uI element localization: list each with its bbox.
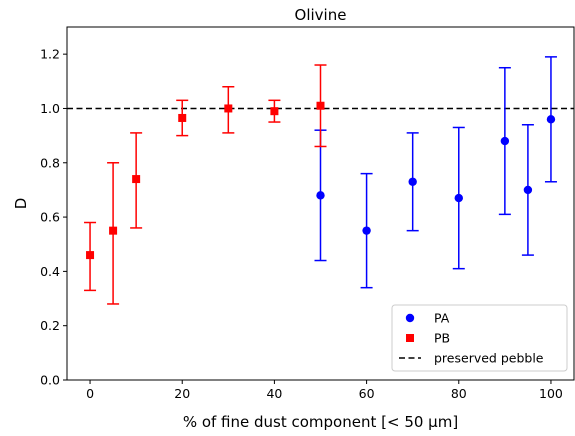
plot-frame — [66, 26, 575, 381]
pa-marker — [316, 191, 325, 200]
pb-point-group — [222, 85, 235, 134]
pa-marker — [500, 136, 510, 146]
y-tick-label: 1.0 — [40, 101, 60, 116]
pb-marker — [132, 175, 141, 184]
pb-point-group — [107, 162, 120, 305]
pb-point-group — [176, 99, 189, 137]
y-axis-label: D — [12, 198, 30, 210]
y-tick-label: 0.8 — [40, 155, 60, 170]
y-tick-label: 0.0 — [40, 373, 60, 388]
pb-marker — [316, 101, 325, 110]
pa-point-group — [314, 129, 327, 262]
series-layer — [84, 56, 557, 305]
pb-marker — [109, 226, 118, 235]
pa-marker — [408, 177, 417, 186]
pa-point-group — [406, 132, 419, 232]
ticks-layer: 0 20 40 60 80 100 0.0 0.2 0.4 0.6 0.8 1.0 1.2 — [40, 47, 563, 401]
y-tick-label: 1.2 — [40, 47, 60, 62]
pb-marker — [270, 107, 279, 116]
legend-entry-pb: PB — [434, 331, 450, 346]
pa-marker — [362, 226, 371, 235]
pa-marker — [454, 193, 463, 203]
x-tick-label: 0 — [86, 386, 94, 401]
legend-entry-preserved-pebble: preserved pebble — [434, 351, 544, 366]
pa-marker — [523, 185, 533, 195]
legend-box — [391, 304, 568, 372]
legend-entry-pa: PA — [434, 311, 450, 326]
legend-marker-pa — [405, 313, 415, 323]
legend-marker-pb — [406, 334, 414, 342]
pb-point-group — [268, 99, 281, 123]
pa-point-group — [521, 124, 534, 256]
x-tick-label: 80 — [451, 386, 467, 401]
legend: PA PB preserved pebble — [391, 304, 568, 372]
chart-title: Olivine — [295, 6, 347, 24]
y-tick-label: 0.4 — [40, 264, 60, 279]
pb-marker — [178, 113, 187, 122]
x-axis-label: % of fine dust component [< 50 μm] — [183, 413, 458, 431]
pa-point-group — [498, 66, 511, 216]
x-tick-label: 20 — [174, 386, 190, 401]
pa-point-group — [452, 126, 465, 270]
pa-point-group — [544, 56, 557, 183]
pa-marker — [546, 115, 556, 124]
pb-marker — [86, 251, 95, 260]
pb-point-group — [314, 64, 327, 148]
y-tick-label: 0.2 — [40, 318, 60, 333]
pb-point-group — [130, 132, 143, 229]
x-tick-label: 60 — [359, 386, 375, 401]
x-tick-label: 40 — [266, 386, 282, 401]
pb-point-group — [84, 221, 97, 292]
pa-point-group — [360, 172, 373, 289]
x-tick-label: 100 — [539, 386, 563, 401]
pb-marker — [224, 104, 233, 113]
y-tick-label: 0.6 — [40, 210, 60, 225]
